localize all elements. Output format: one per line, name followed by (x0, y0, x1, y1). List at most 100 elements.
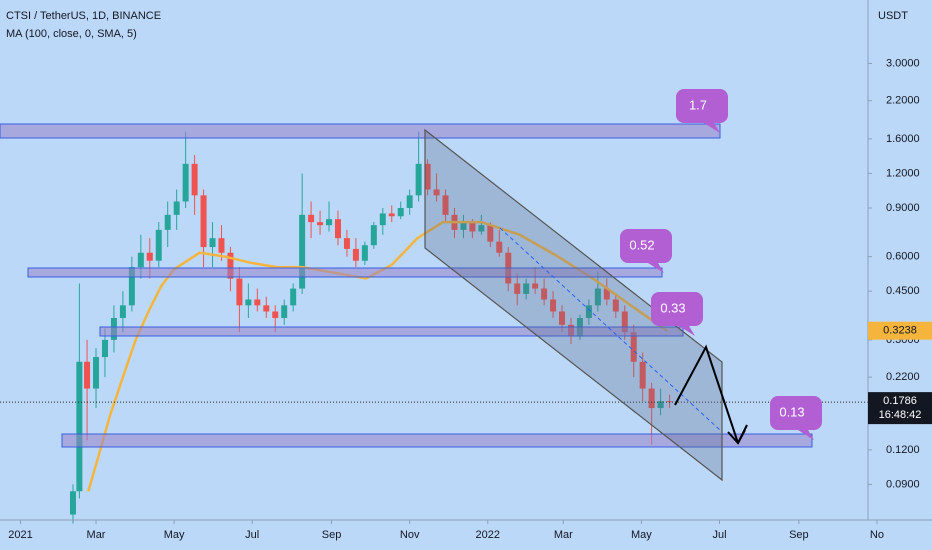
x-tick-label: Jul (245, 529, 259, 541)
candle-body (164, 214, 171, 230)
y-tick-label: 0.1200 (886, 444, 920, 456)
arrow (674, 344, 739, 444)
candle-body (308, 214, 315, 223)
candle-body (559, 311, 566, 325)
callout-text: 0.52 (629, 237, 654, 252)
x-tick-label: May (164, 529, 185, 541)
ma-tag (868, 321, 932, 340)
candle-body (532, 283, 539, 289)
x-tick-label: May (631, 529, 652, 541)
candle-body (236, 278, 243, 306)
candle-body (433, 189, 440, 196)
candle-body (603, 288, 610, 300)
candle-body (209, 238, 216, 248)
countdown-label: 16:48:42 (879, 409, 922, 421)
callout-text: 1.7 (689, 97, 707, 112)
x-tick-label: Sep (322, 529, 342, 541)
candle-body (254, 299, 261, 306)
candle-body (496, 241, 503, 253)
candle-body (200, 195, 207, 248)
candle-body (263, 305, 270, 312)
ma-tag-label: 0.3238 (883, 325, 917, 337)
candle-body (272, 311, 279, 318)
candle-body (182, 163, 189, 202)
x-tick-label: No (870, 529, 884, 541)
y-tick-label: 1.6000 (886, 133, 920, 145)
candle-body (290, 288, 297, 306)
candle-body (585, 305, 592, 318)
candle-body (424, 163, 431, 190)
candle-body (621, 311, 628, 333)
candle-body (406, 195, 413, 208)
y-axis-label: USDT (878, 10, 908, 22)
y-tick-label: 0.0900 (886, 478, 920, 490)
zone (27, 267, 663, 278)
ma-line (87, 220, 668, 492)
candle-body (281, 305, 288, 318)
candle-body (227, 252, 234, 279)
price-tag-label: 0.1786 (883, 395, 917, 407)
y-tick-label: 0.6000 (886, 251, 920, 263)
candle-body (514, 283, 521, 294)
indicator-label: MA (100, close, 0, SMA, 5) (6, 28, 137, 40)
callouts: 1.7 0.52 0.33 0.13 (620, 89, 822, 440)
candle-body (487, 225, 494, 242)
y-tick-label: 0.9000 (886, 202, 920, 214)
plot-area (0, 131, 868, 524)
candle-body (119, 305, 126, 318)
candle-body (76, 361, 83, 492)
y-tick-label: 1.2000 (886, 167, 920, 179)
arrow (737, 424, 748, 444)
candle-body (361, 245, 368, 261)
callout (620, 229, 672, 273)
candle-body (370, 225, 377, 246)
candle-body (101, 339, 108, 358)
candle-body (299, 214, 306, 289)
candle-body (343, 238, 350, 249)
x-tick-label: Sep (789, 529, 809, 541)
x-tick-label: 2021 (8, 529, 32, 541)
candle-body (550, 299, 557, 312)
drawings (0, 123, 813, 482)
candle-body (137, 252, 144, 268)
channel-mid (499, 227, 721, 431)
x-tick-label: Mar (87, 529, 106, 541)
y-tick-label: 2.2000 (886, 95, 920, 107)
channel (424, 128, 723, 482)
candle-body (93, 357, 100, 389)
candle-body (523, 283, 530, 294)
x-tick-label: Nov (400, 529, 420, 541)
candle-body (657, 401, 664, 409)
callout (651, 292, 703, 336)
candle-body (245, 299, 252, 306)
candle-body (460, 222, 467, 230)
candle-body (128, 267, 135, 306)
candle-body (146, 252, 153, 261)
zone (61, 433, 813, 448)
candle-body (191, 163, 198, 196)
candle-body (648, 388, 655, 409)
candle-body (478, 225, 485, 232)
callout (770, 396, 822, 440)
candle-body (379, 213, 386, 226)
y-tick-label: 0.4500 (886, 285, 920, 297)
candle-body (594, 288, 601, 306)
candle-body (612, 299, 619, 312)
candle-body (326, 219, 333, 226)
candle-body (442, 195, 449, 215)
candle-body (639, 361, 646, 389)
candle-body (69, 491, 76, 515)
candle-body (218, 238, 225, 253)
y-tick-label: 3.0000 (886, 57, 920, 69)
zone (0, 123, 721, 139)
callout-text: 0.33 (660, 300, 685, 315)
callout (676, 89, 728, 133)
candle-body (334, 219, 341, 239)
x-tick-label: Mar (554, 529, 573, 541)
x-tick-label: 2022 (476, 529, 500, 541)
x-tick-label: Jul (712, 529, 726, 541)
callout-text: 0.13 (779, 404, 804, 419)
axes: 3.0000 2.2000 1.6000 1.2000 0.9000 0.6000 0.45… (8, 57, 932, 541)
candle-body (415, 163, 422, 196)
